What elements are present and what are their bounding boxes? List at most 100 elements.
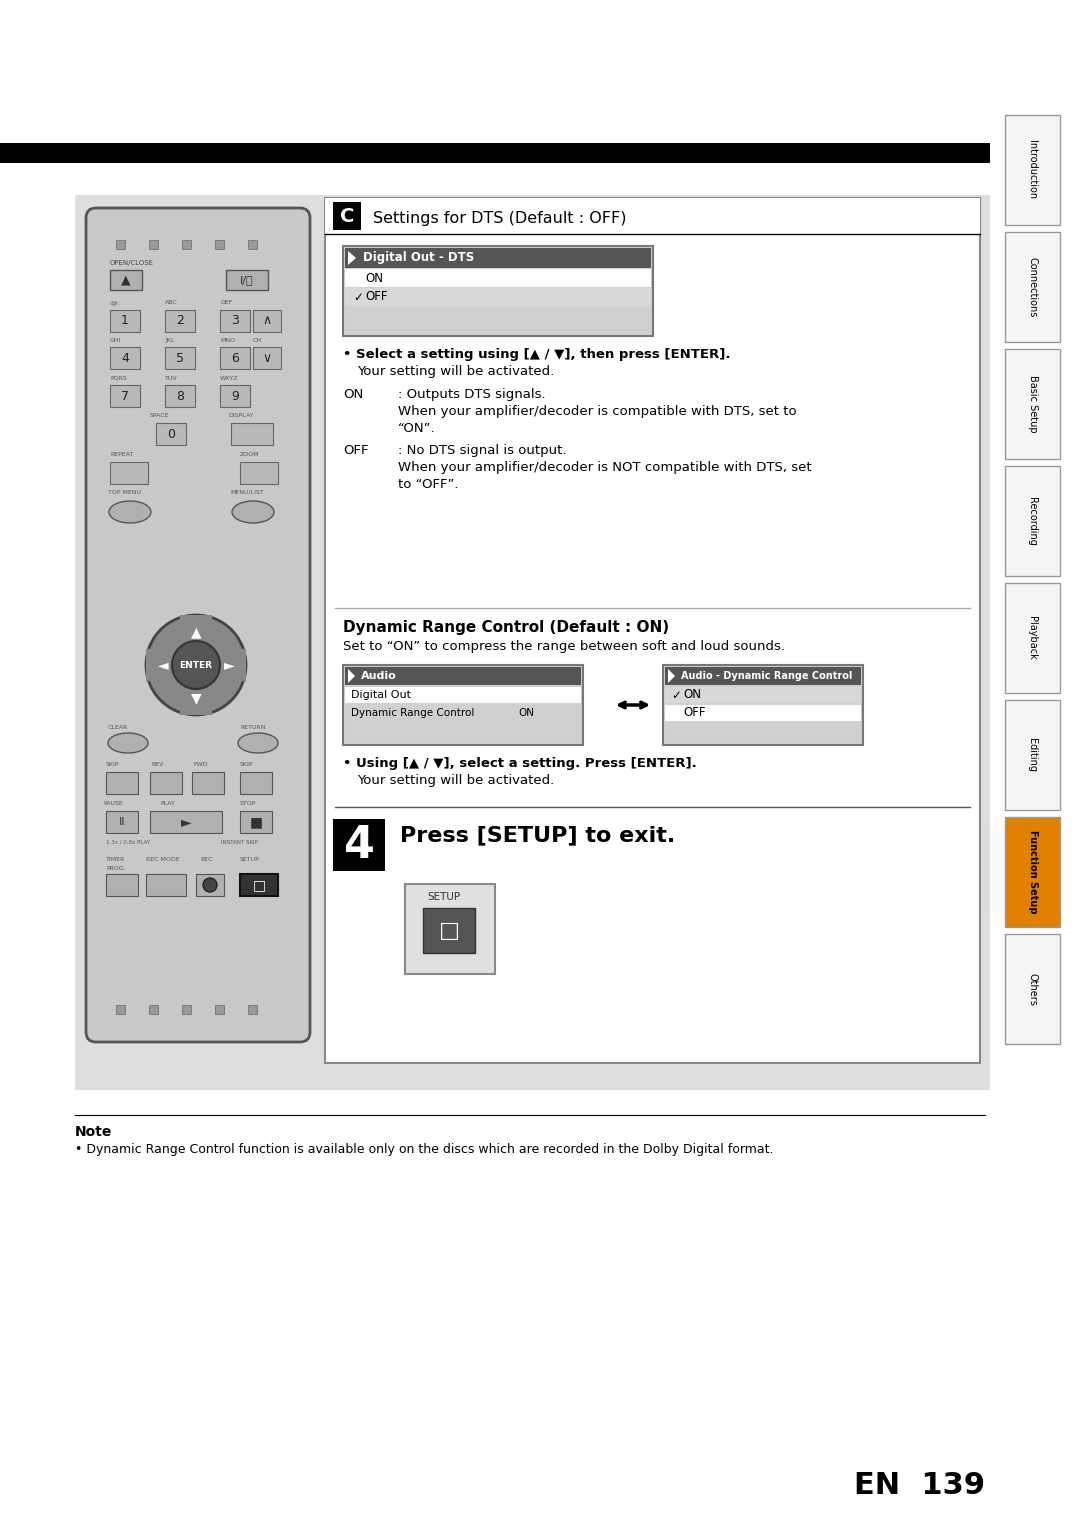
Text: □: □	[438, 921, 459, 941]
Text: ENTER: ENTER	[179, 660, 213, 669]
Text: PAUSE: PAUSE	[103, 801, 123, 805]
Text: DEF: DEF	[220, 299, 232, 306]
Bar	[156, 423, 186, 445]
Text: ►: ►	[180, 814, 191, 830]
Bar	[1005, 817, 1059, 927]
Text: Digital Out: Digital Out	[351, 691, 411, 700]
Bar	[195, 874, 224, 895]
Text: @/:: @/:	[110, 299, 120, 306]
Circle shape	[203, 879, 217, 892]
Bar	[248, 240, 257, 249]
Text: REV: REV	[151, 762, 163, 767]
Text: : Outputs DTS signals.: : Outputs DTS signals.	[399, 388, 545, 400]
Text: Basic Setup: Basic Setup	[1027, 376, 1038, 432]
Bar	[110, 347, 140, 368]
Text: 4: 4	[343, 824, 375, 866]
Bar	[220, 310, 249, 332]
Bar	[1005, 115, 1059, 225]
Bar	[110, 270, 141, 290]
Text: ▲: ▲	[121, 274, 131, 287]
Bar	[345, 287, 651, 306]
Bar	[192, 772, 224, 795]
Text: Your setting will be activated.: Your setting will be activated.	[357, 775, 554, 787]
Text: ►: ►	[224, 659, 234, 672]
Bar	[343, 665, 583, 746]
Text: Others: Others	[1027, 972, 1038, 1005]
Text: ON: ON	[518, 707, 534, 718]
Text: 0: 0	[167, 428, 175, 440]
Bar	[220, 385, 249, 406]
Bar	[231, 423, 273, 445]
Bar	[325, 199, 980, 234]
Text: 5: 5	[176, 351, 184, 365]
Bar	[343, 246, 653, 336]
Bar	[75, 196, 990, 1089]
Bar	[1005, 466, 1059, 576]
Text: C: C	[340, 206, 354, 226]
Text: SKIP: SKIP	[240, 762, 254, 767]
Text: REC MODE: REC MODE	[146, 857, 179, 862]
Bar	[240, 772, 272, 795]
Text: II: II	[119, 817, 125, 827]
Text: ▲: ▲	[191, 625, 201, 639]
Bar	[240, 461, 278, 484]
Text: 9: 9	[231, 390, 239, 402]
Bar	[665, 704, 861, 721]
Bar	[180, 614, 212, 715]
Text: Recording: Recording	[1027, 497, 1038, 545]
Text: I/⏻: I/⏻	[240, 275, 254, 286]
Text: 4: 4	[121, 351, 129, 365]
Text: STOP: STOP	[240, 801, 256, 805]
Text: Dynamic Range Control: Dynamic Range Control	[351, 707, 474, 718]
Text: ∨: ∨	[262, 351, 271, 365]
Bar	[146, 874, 186, 895]
Ellipse shape	[108, 733, 148, 753]
Text: EN  139: EN 139	[854, 1471, 985, 1500]
Text: SPACE: SPACE	[150, 413, 170, 419]
Text: ✓: ✓	[671, 689, 680, 701]
Bar	[1005, 934, 1059, 1044]
Bar	[0, 144, 990, 163]
Text: Digital Out - DTS: Digital Out - DTS	[363, 252, 474, 264]
Text: 2: 2	[176, 315, 184, 327]
Text: ON: ON	[343, 388, 363, 400]
Bar	[116, 1005, 125, 1015]
Text: CH: CH	[253, 338, 262, 342]
Text: WXYZ: WXYZ	[220, 376, 239, 380]
Text: PQRS: PQRS	[110, 376, 126, 380]
Bar	[665, 688, 861, 703]
Text: Your setting will be activated.: Your setting will be activated.	[357, 365, 554, 377]
Bar	[240, 811, 272, 833]
Bar	[149, 240, 158, 249]
Text: Settings for DTS (Default : OFF): Settings for DTS (Default : OFF)	[373, 211, 626, 226]
Text: OPEN/CLOSE: OPEN/CLOSE	[110, 260, 154, 266]
Text: Set to “ON” to compress the range between soft and loud sounds.: Set to “ON” to compress the range betwee…	[343, 640, 785, 652]
Text: PLAY: PLAY	[160, 801, 175, 805]
Bar	[226, 270, 268, 290]
Polygon shape	[348, 669, 355, 683]
Text: • Select a setting using [▲ / ▼], then press [ENTER].: • Select a setting using [▲ / ▼], then p…	[343, 348, 730, 361]
Text: ON: ON	[365, 272, 383, 284]
Bar	[215, 1005, 224, 1015]
Text: TUV: TUV	[165, 376, 177, 380]
Bar	[146, 649, 246, 681]
Text: ON: ON	[683, 689, 701, 701]
Text: PROG.: PROG.	[106, 866, 125, 871]
Bar	[345, 248, 651, 267]
Text: When your amplifier/decoder is compatible with DTS, set to: When your amplifier/decoder is compatibl…	[399, 405, 797, 419]
Text: SETUP: SETUP	[427, 892, 460, 902]
Bar	[333, 202, 361, 231]
Text: Introduction: Introduction	[1027, 141, 1038, 200]
Bar	[165, 347, 195, 368]
Bar	[1005, 700, 1059, 810]
Bar	[253, 310, 281, 332]
Bar	[110, 310, 140, 332]
Text: OFF: OFF	[683, 706, 705, 720]
Bar	[345, 704, 581, 721]
Text: Dynamic Range Control (Default : ON): Dynamic Range Control (Default : ON)	[343, 620, 670, 636]
Text: SKIP: SKIP	[106, 762, 120, 767]
Bar	[240, 874, 278, 895]
Bar	[106, 811, 138, 833]
Text: REC: REC	[200, 857, 213, 862]
Text: 8: 8	[176, 390, 184, 402]
